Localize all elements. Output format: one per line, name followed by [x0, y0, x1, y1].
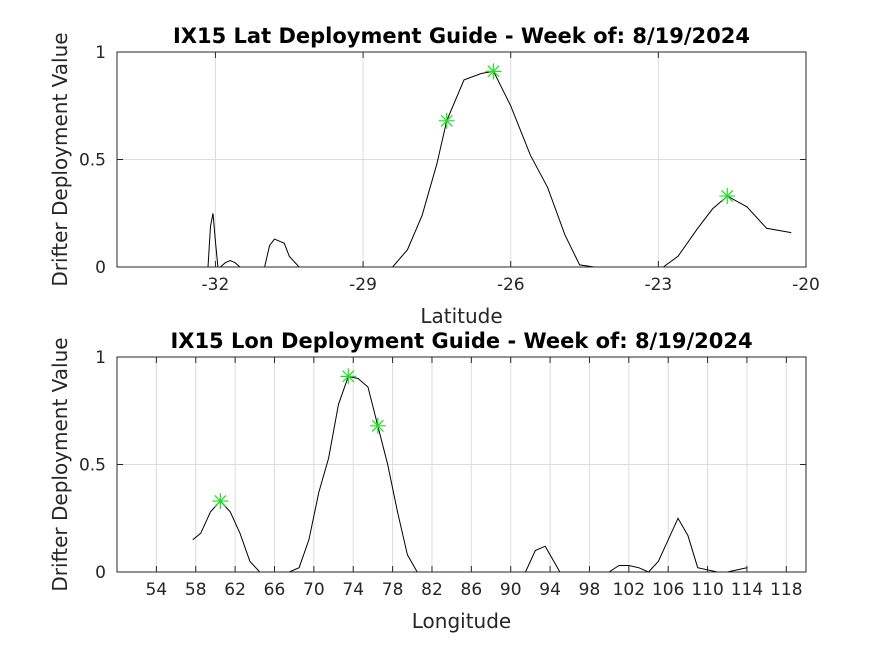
lat-y-tick-label: 1 — [95, 43, 106, 63]
lon-x-tick-label: 110 — [691, 580, 723, 600]
lon-ticks: 54 58 62 66 70 74 78 82 86 90 94 98 102 106 110 114 118 0… — [79, 348, 806, 600]
lon-x-tick-label: 58 — [185, 580, 207, 600]
lat-peak-marker — [438, 112, 455, 129]
lon-x-tick-label: 74 — [342, 580, 364, 600]
lon-x-tick-label: 82 — [421, 580, 443, 600]
lon-x-tick-label: 106 — [652, 580, 684, 600]
lon-y-tick-label: 0 — [95, 563, 106, 583]
lon-x-tick-label: 98 — [579, 580, 601, 600]
lat-x-tick-label: -20 — [792, 275, 820, 295]
lon-y-tick-label: 0.5 — [79, 456, 106, 476]
lon-x-tick-label: 54 — [146, 580, 168, 600]
lon-x-tick-label: 118 — [770, 580, 802, 600]
lat-ticks: -32 -29 -26 -23 -20 0 0.5 1 — [79, 43, 820, 295]
lon-x-tick-label: 66 — [264, 580, 286, 600]
lat-x-tick-label: -32 — [202, 275, 230, 295]
lon-x-tick-label: 78 — [382, 580, 404, 600]
lat-peak-marker — [485, 63, 502, 80]
lon-peak-marker — [369, 417, 386, 434]
lat-axes: -32 -29 -26 -23 -20 0 0.5 1 IX15 Lat Deployment… — [79, 24, 820, 328]
lat-peak-marker — [719, 188, 736, 205]
lon-x-tick-label: 102 — [613, 580, 645, 600]
lon-x-axis-label: Longitude — [412, 609, 511, 633]
lon-x-tick-label: 86 — [461, 580, 483, 600]
lat-x-tick-label: -26 — [497, 275, 525, 295]
lon-x-tick-label: 62 — [224, 580, 246, 600]
lon-y-tick-label: 1 — [95, 348, 106, 368]
lat-plot-area — [117, 63, 792, 268]
lat-deployment-value-line — [117, 70, 792, 268]
lon-x-tick-label: 90 — [500, 580, 522, 600]
lat-y-axis-label: Drifter Deployment Value — [48, 32, 72, 286]
lat-y-tick-label: 0.5 — [79, 151, 106, 171]
lon-peak-marker — [340, 368, 357, 385]
lat-x-tick-label: -29 — [349, 275, 377, 295]
lon-chart-title: IX15 Lon Deployment Guide - Week of: 8/1… — [170, 329, 752, 353]
lat-x-axis-label: Latitude — [420, 304, 502, 328]
lon-x-tick-label: 94 — [539, 580, 561, 600]
lat-grid — [117, 51, 807, 268]
lon-x-tick-label: 114 — [731, 580, 763, 600]
lat-x-tick-label: -23 — [644, 275, 672, 295]
lat-y-tick-label: 0 — [95, 258, 106, 278]
lon-deployment-value-line — [192, 375, 748, 573]
lon-y-axis-label: Drifter Deployment Value — [48, 337, 72, 591]
lon-axes: 54 58 62 66 70 74 78 82 86 90 94 98 102 106 110 114 118 0… — [79, 329, 807, 633]
lon-peak-marker — [212, 493, 229, 510]
lat-chart-title: IX15 Lat Deployment Guide - Week of: 8/1… — [173, 24, 750, 48]
lon-x-tick-label: 70 — [303, 580, 325, 600]
lon-plot-area — [192, 368, 748, 573]
lon-grid — [117, 356, 806, 573]
